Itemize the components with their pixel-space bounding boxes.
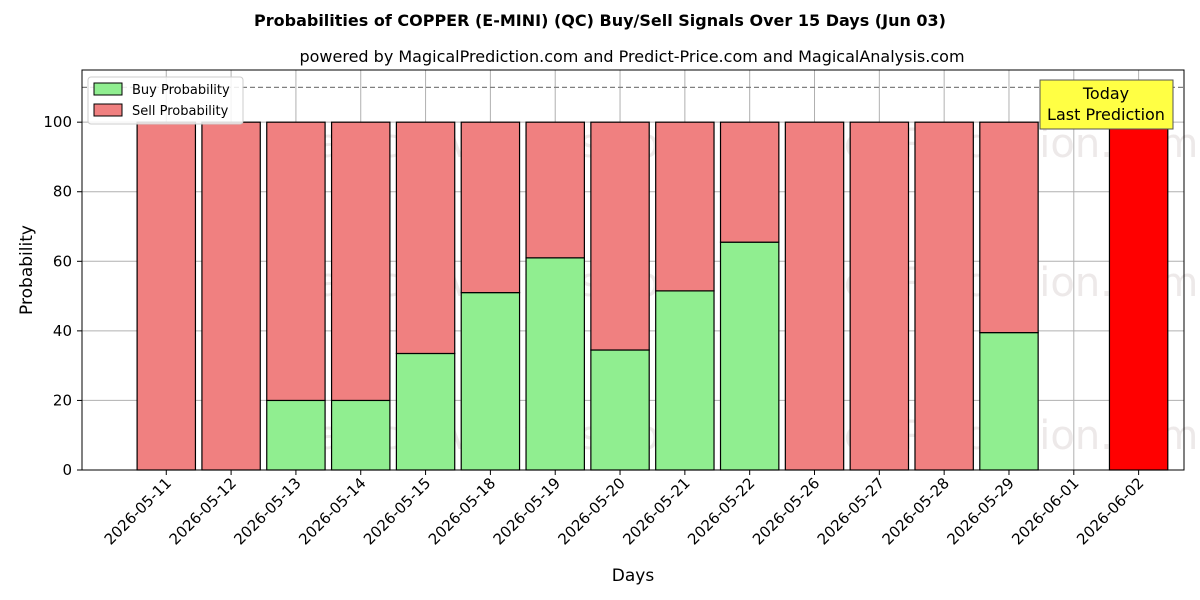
x-tick-label: 2026-05-18 [425,474,499,548]
bar-sell [784,121,845,471]
bar-buy [460,292,521,471]
bar-buy [330,399,391,471]
legend-label-sell: Sell Probability [132,104,229,119]
bar-sell [655,121,715,292]
bar-sell [395,121,456,355]
annotation-line-2: Last Prediction [1047,105,1165,124]
y-tick-label: 40 [53,322,72,340]
legend-label-buy: Buy Probability [132,83,230,98]
bar-sell [266,121,326,402]
bar-buy [979,332,1039,471]
bar-buy [395,352,456,471]
x-tick-label: 2026-05-20 [554,474,628,548]
x-tick-label: 2026-05-19 [490,474,564,548]
y-tick-label: 80 [53,183,72,201]
y-axis-label: Probability [17,225,37,315]
plot-frame [81,69,1185,471]
legend-box [87,76,244,125]
today-annotation: Today Last Prediction [1039,79,1174,130]
x-tick-label: 2026-05-11 [101,474,175,548]
x-tick-label: 2026-05-21 [619,474,693,548]
bar-sell [201,121,261,471]
plot-area: MagicalAnalysis.comMagicalPrediction.com… [43,69,1198,548]
chart-subtitle: powered by MagicalPrediction.com and Pre… [299,47,964,66]
annotation-box [1039,79,1174,130]
x-tick-label: 2026-05-28 [879,474,953,548]
x-tick-label: 2026-05-26 [749,474,823,548]
x-tick-label: 2026-05-12 [166,474,240,548]
x-tick-label: 2026-05-13 [230,474,304,548]
bar-sell [590,121,650,351]
bar-buy [655,290,715,471]
bar-sell [136,121,197,471]
x-tick-label: 2026-05-15 [360,474,434,548]
x-tick-label: 2026-05-22 [684,474,758,548]
legend-swatch-sell [93,103,123,117]
bar-sell [330,121,391,402]
chart-title: Probabilities of COPPER (E-MINI) (QC) Bu… [254,11,946,30]
y-tick-label: 60 [53,252,72,270]
annotation-line-1: Today [1082,84,1129,103]
bar-sell-today [1108,121,1169,471]
x-axis-label: Days [612,566,655,586]
bar-buy [266,399,326,471]
x-tick-label: 2026-05-27 [814,474,888,548]
legend: Buy Probability Sell Probability [87,76,244,125]
bar-sell [849,121,910,471]
x-tick-label: 2026-05-14 [295,474,369,548]
bar-sell [979,121,1039,334]
y-tick-label: 100 [43,113,72,131]
x-tick-label: 2026-05-29 [943,474,1017,548]
legend-swatch-buy [93,82,123,96]
y-tick-label: 0 [62,461,72,479]
bar-buy [590,349,650,471]
x-tick-label: 2026-06-02 [1073,474,1147,548]
bar-sell [460,121,521,294]
bar-buy [525,257,585,471]
bar-sell [914,121,974,471]
bar-sell [719,121,780,243]
y-tick-label: 20 [53,391,72,409]
bar-sell [525,121,585,259]
bar-buy [719,241,780,471]
x-tick-label: 2026-06-01 [1008,474,1082,548]
